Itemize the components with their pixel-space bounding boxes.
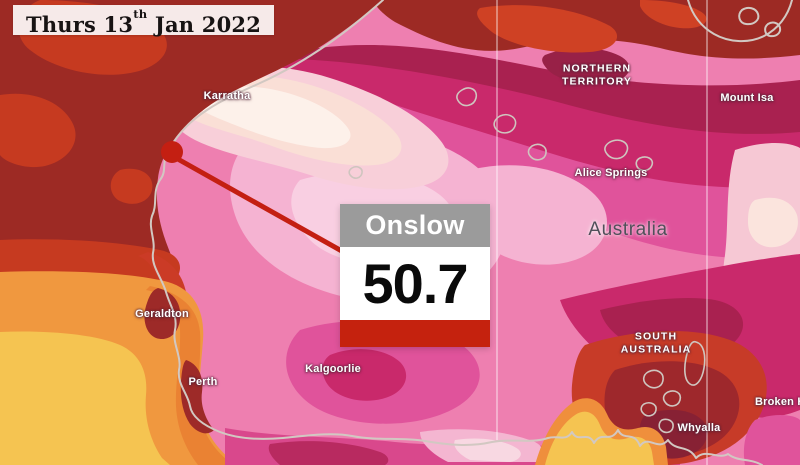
country-label-australia: Australia — [588, 219, 668, 240]
region-label-northern-territory: NORTHERN TERRITORY — [562, 62, 632, 88]
city-label-whyalla: Whyalla — [677, 422, 721, 434]
onslow-marker — [161, 141, 374, 271]
date-ordinal: th — [133, 7, 148, 22]
onslow-marker-dot — [161, 141, 183, 163]
callout-temperature: 50.7 — [340, 247, 490, 320]
city-label-geraldton: Geraldton — [135, 308, 189, 320]
onslow-callout: Onslow 50.7 — [340, 204, 490, 347]
region-label-south-australia: SOUTH AUSTRALIA — [620, 330, 692, 356]
callout-location: Onslow — [340, 204, 490, 247]
date-month-year: Jan 2022 — [147, 12, 262, 37]
state-borders — [496, 0, 708, 465]
lakes — [348, 87, 706, 434]
city-label-karratha: Karratha — [203, 90, 251, 102]
city-label-perth: Perth — [188, 376, 218, 388]
city-label-alice-springs: Alice Springs — [574, 167, 648, 179]
city-label-broken-hill: Broken Hill — [755, 396, 800, 408]
city-label-mount-isa: Mount Isa — [720, 92, 774, 104]
city-label-kalgoorlie: Kalgoorlie — [305, 363, 361, 375]
callout-accent-bar — [340, 320, 490, 347]
date-label: Thurs 13th Jan 2022 — [13, 5, 275, 37]
date-day: Thurs 13 — [26, 12, 134, 37]
leader-line — [174, 155, 374, 271]
